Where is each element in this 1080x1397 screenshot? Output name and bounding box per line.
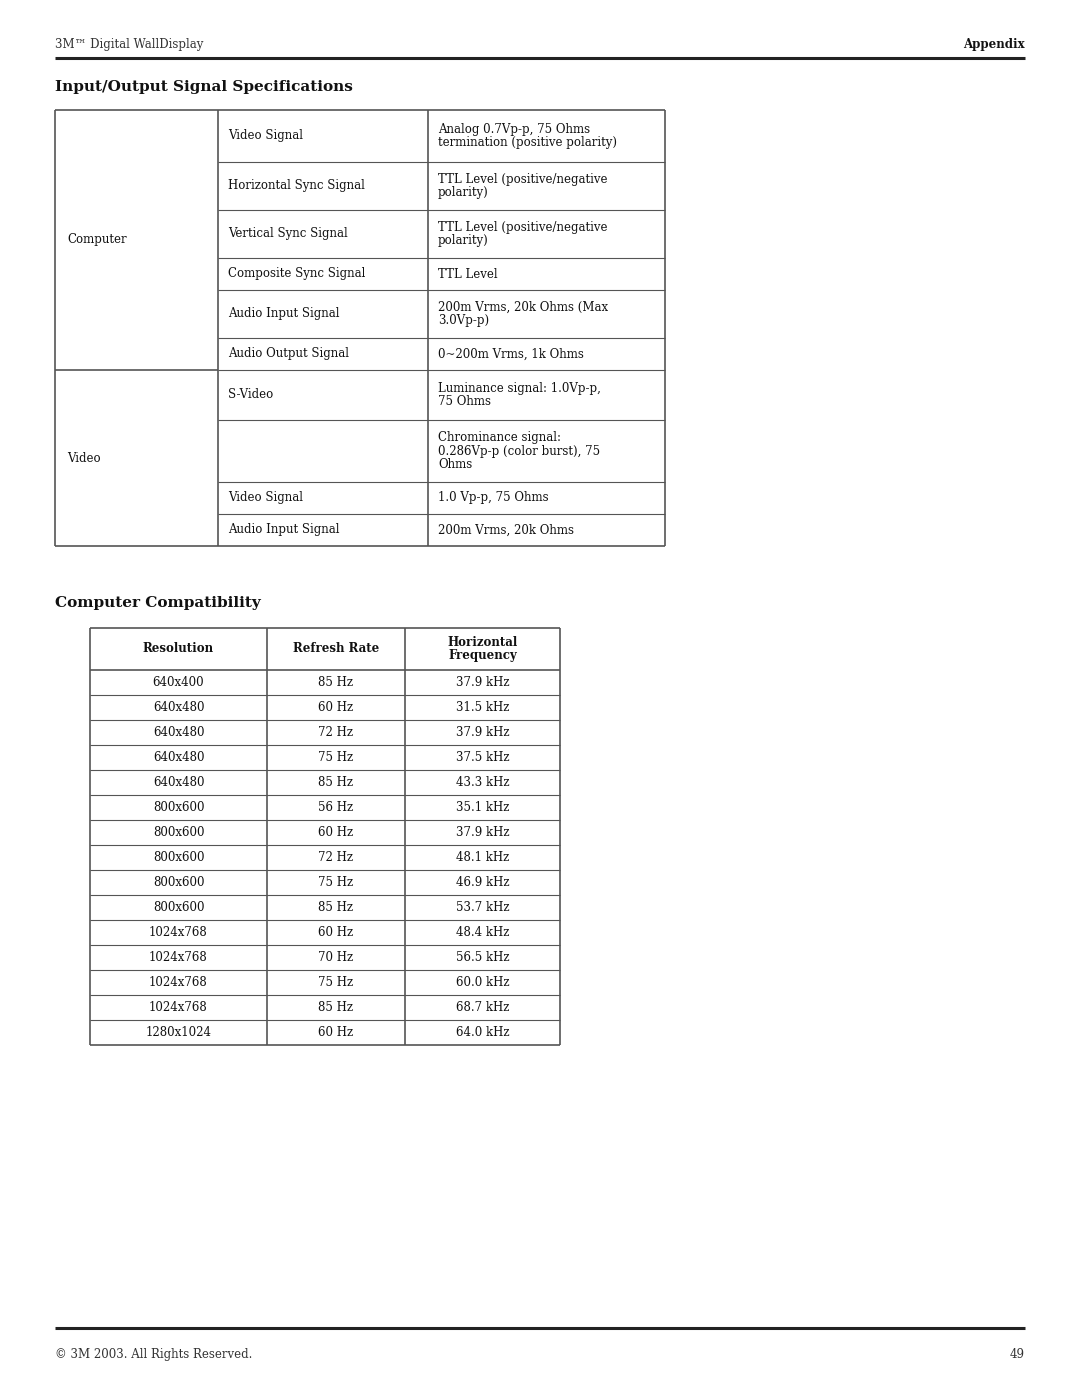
- Text: 46.9 kHz: 46.9 kHz: [456, 876, 510, 888]
- Text: 75 Hz: 75 Hz: [319, 752, 353, 764]
- Text: © 3M 2003. All Rights Reserved.: © 3M 2003. All Rights Reserved.: [55, 1348, 253, 1361]
- Text: 60 Hz: 60 Hz: [319, 826, 353, 840]
- Text: polarity): polarity): [438, 186, 489, 200]
- Text: 43.3 kHz: 43.3 kHz: [456, 775, 510, 789]
- Text: 1024x768: 1024x768: [149, 926, 207, 939]
- Text: 72 Hz: 72 Hz: [319, 851, 353, 863]
- Text: 70 Hz: 70 Hz: [319, 951, 353, 964]
- Text: Appendix: Appendix: [963, 38, 1025, 52]
- Text: 800x600: 800x600: [152, 851, 204, 863]
- Text: 3M™ Digital WallDisplay: 3M™ Digital WallDisplay: [55, 38, 203, 52]
- Text: 3.0Vp-p): 3.0Vp-p): [438, 314, 489, 327]
- Text: Audio Output Signal: Audio Output Signal: [228, 348, 349, 360]
- Text: 75 Ohms: 75 Ohms: [438, 395, 491, 408]
- Text: 640x480: 640x480: [152, 701, 204, 714]
- Text: 85 Hz: 85 Hz: [319, 676, 353, 689]
- Text: polarity): polarity): [438, 235, 489, 247]
- Text: 56.5 kHz: 56.5 kHz: [456, 951, 510, 964]
- Text: Ohms: Ohms: [438, 458, 472, 471]
- Text: 640x480: 640x480: [152, 775, 204, 789]
- Text: Horizontal Sync Signal: Horizontal Sync Signal: [228, 179, 365, 193]
- Text: 60 Hz: 60 Hz: [319, 701, 353, 714]
- Text: 72 Hz: 72 Hz: [319, 726, 353, 739]
- Text: 0.286Vp-p (color burst), 75: 0.286Vp-p (color burst), 75: [438, 444, 600, 457]
- Text: 1024x768: 1024x768: [149, 977, 207, 989]
- Text: termination (positive polarity): termination (positive polarity): [438, 137, 617, 149]
- Text: 60 Hz: 60 Hz: [319, 1025, 353, 1039]
- Text: Composite Sync Signal: Composite Sync Signal: [228, 267, 365, 281]
- Text: 1024x768: 1024x768: [149, 1002, 207, 1014]
- Text: 1.0 Vp-p, 75 Ohms: 1.0 Vp-p, 75 Ohms: [438, 492, 549, 504]
- Text: Vertical Sync Signal: Vertical Sync Signal: [228, 228, 348, 240]
- Text: Video Signal: Video Signal: [228, 492, 303, 504]
- Text: 200m Vrms, 20k Ohms: 200m Vrms, 20k Ohms: [438, 524, 573, 536]
- Text: 68.7 kHz: 68.7 kHz: [456, 1002, 509, 1014]
- Text: Input/Output Signal Specifications: Input/Output Signal Specifications: [55, 80, 353, 94]
- Text: 85 Hz: 85 Hz: [319, 1002, 353, 1014]
- Text: 60 Hz: 60 Hz: [319, 926, 353, 939]
- Text: 56 Hz: 56 Hz: [319, 800, 353, 814]
- Text: 35.1 kHz: 35.1 kHz: [456, 800, 509, 814]
- Text: 37.5 kHz: 37.5 kHz: [456, 752, 510, 764]
- Text: 37.9 kHz: 37.9 kHz: [456, 826, 510, 840]
- Text: 37.9 kHz: 37.9 kHz: [456, 726, 510, 739]
- Text: Computer Compatibility: Computer Compatibility: [55, 597, 260, 610]
- Text: Horizontal: Horizontal: [447, 636, 517, 650]
- Text: 31.5 kHz: 31.5 kHz: [456, 701, 509, 714]
- Text: 1024x768: 1024x768: [149, 951, 207, 964]
- Text: 200m Vrms, 20k Ohms (Max: 200m Vrms, 20k Ohms (Max: [438, 300, 608, 314]
- Text: Chrominance signal:: Chrominance signal:: [438, 432, 561, 444]
- Text: 800x600: 800x600: [152, 876, 204, 888]
- Text: TTL Level (positive/negative: TTL Level (positive/negative: [438, 221, 607, 233]
- Text: Audio Input Signal: Audio Input Signal: [228, 524, 339, 536]
- Text: 640x480: 640x480: [152, 726, 204, 739]
- Text: 800x600: 800x600: [152, 800, 204, 814]
- Text: 800x600: 800x600: [152, 826, 204, 840]
- Text: 60.0 kHz: 60.0 kHz: [456, 977, 510, 989]
- Text: Audio Input Signal: Audio Input Signal: [228, 307, 339, 320]
- Text: 800x600: 800x600: [152, 901, 204, 914]
- Text: 75 Hz: 75 Hz: [319, 876, 353, 888]
- Text: Frequency: Frequency: [448, 650, 517, 662]
- Text: TTL Level: TTL Level: [438, 267, 498, 281]
- Text: 48.4 kHz: 48.4 kHz: [456, 926, 509, 939]
- Text: 75 Hz: 75 Hz: [319, 977, 353, 989]
- Text: 64.0 kHz: 64.0 kHz: [456, 1025, 510, 1039]
- Text: 85 Hz: 85 Hz: [319, 901, 353, 914]
- Text: 85 Hz: 85 Hz: [319, 775, 353, 789]
- Text: Analog 0.7Vp-p, 75 Ohms: Analog 0.7Vp-p, 75 Ohms: [438, 123, 590, 136]
- Text: 0~200m Vrms, 1k Ohms: 0~200m Vrms, 1k Ohms: [438, 348, 584, 360]
- Text: 37.9 kHz: 37.9 kHz: [456, 676, 510, 689]
- Text: S-Video: S-Video: [228, 388, 273, 401]
- Text: Refresh Rate: Refresh Rate: [293, 643, 379, 655]
- Text: 640x400: 640x400: [152, 676, 204, 689]
- Text: Luminance signal: 1.0Vp-p,: Luminance signal: 1.0Vp-p,: [438, 381, 600, 395]
- Text: Video: Video: [67, 451, 100, 464]
- Text: Video Signal: Video Signal: [228, 130, 303, 142]
- Text: 49: 49: [1010, 1348, 1025, 1361]
- Text: Computer: Computer: [67, 233, 126, 246]
- Text: 1280x1024: 1280x1024: [146, 1025, 212, 1039]
- Text: TTL Level (positive/negative: TTL Level (positive/negative: [438, 173, 607, 186]
- Text: 640x480: 640x480: [152, 752, 204, 764]
- Text: Resolution: Resolution: [143, 643, 214, 655]
- Text: 48.1 kHz: 48.1 kHz: [456, 851, 509, 863]
- Text: 53.7 kHz: 53.7 kHz: [456, 901, 510, 914]
